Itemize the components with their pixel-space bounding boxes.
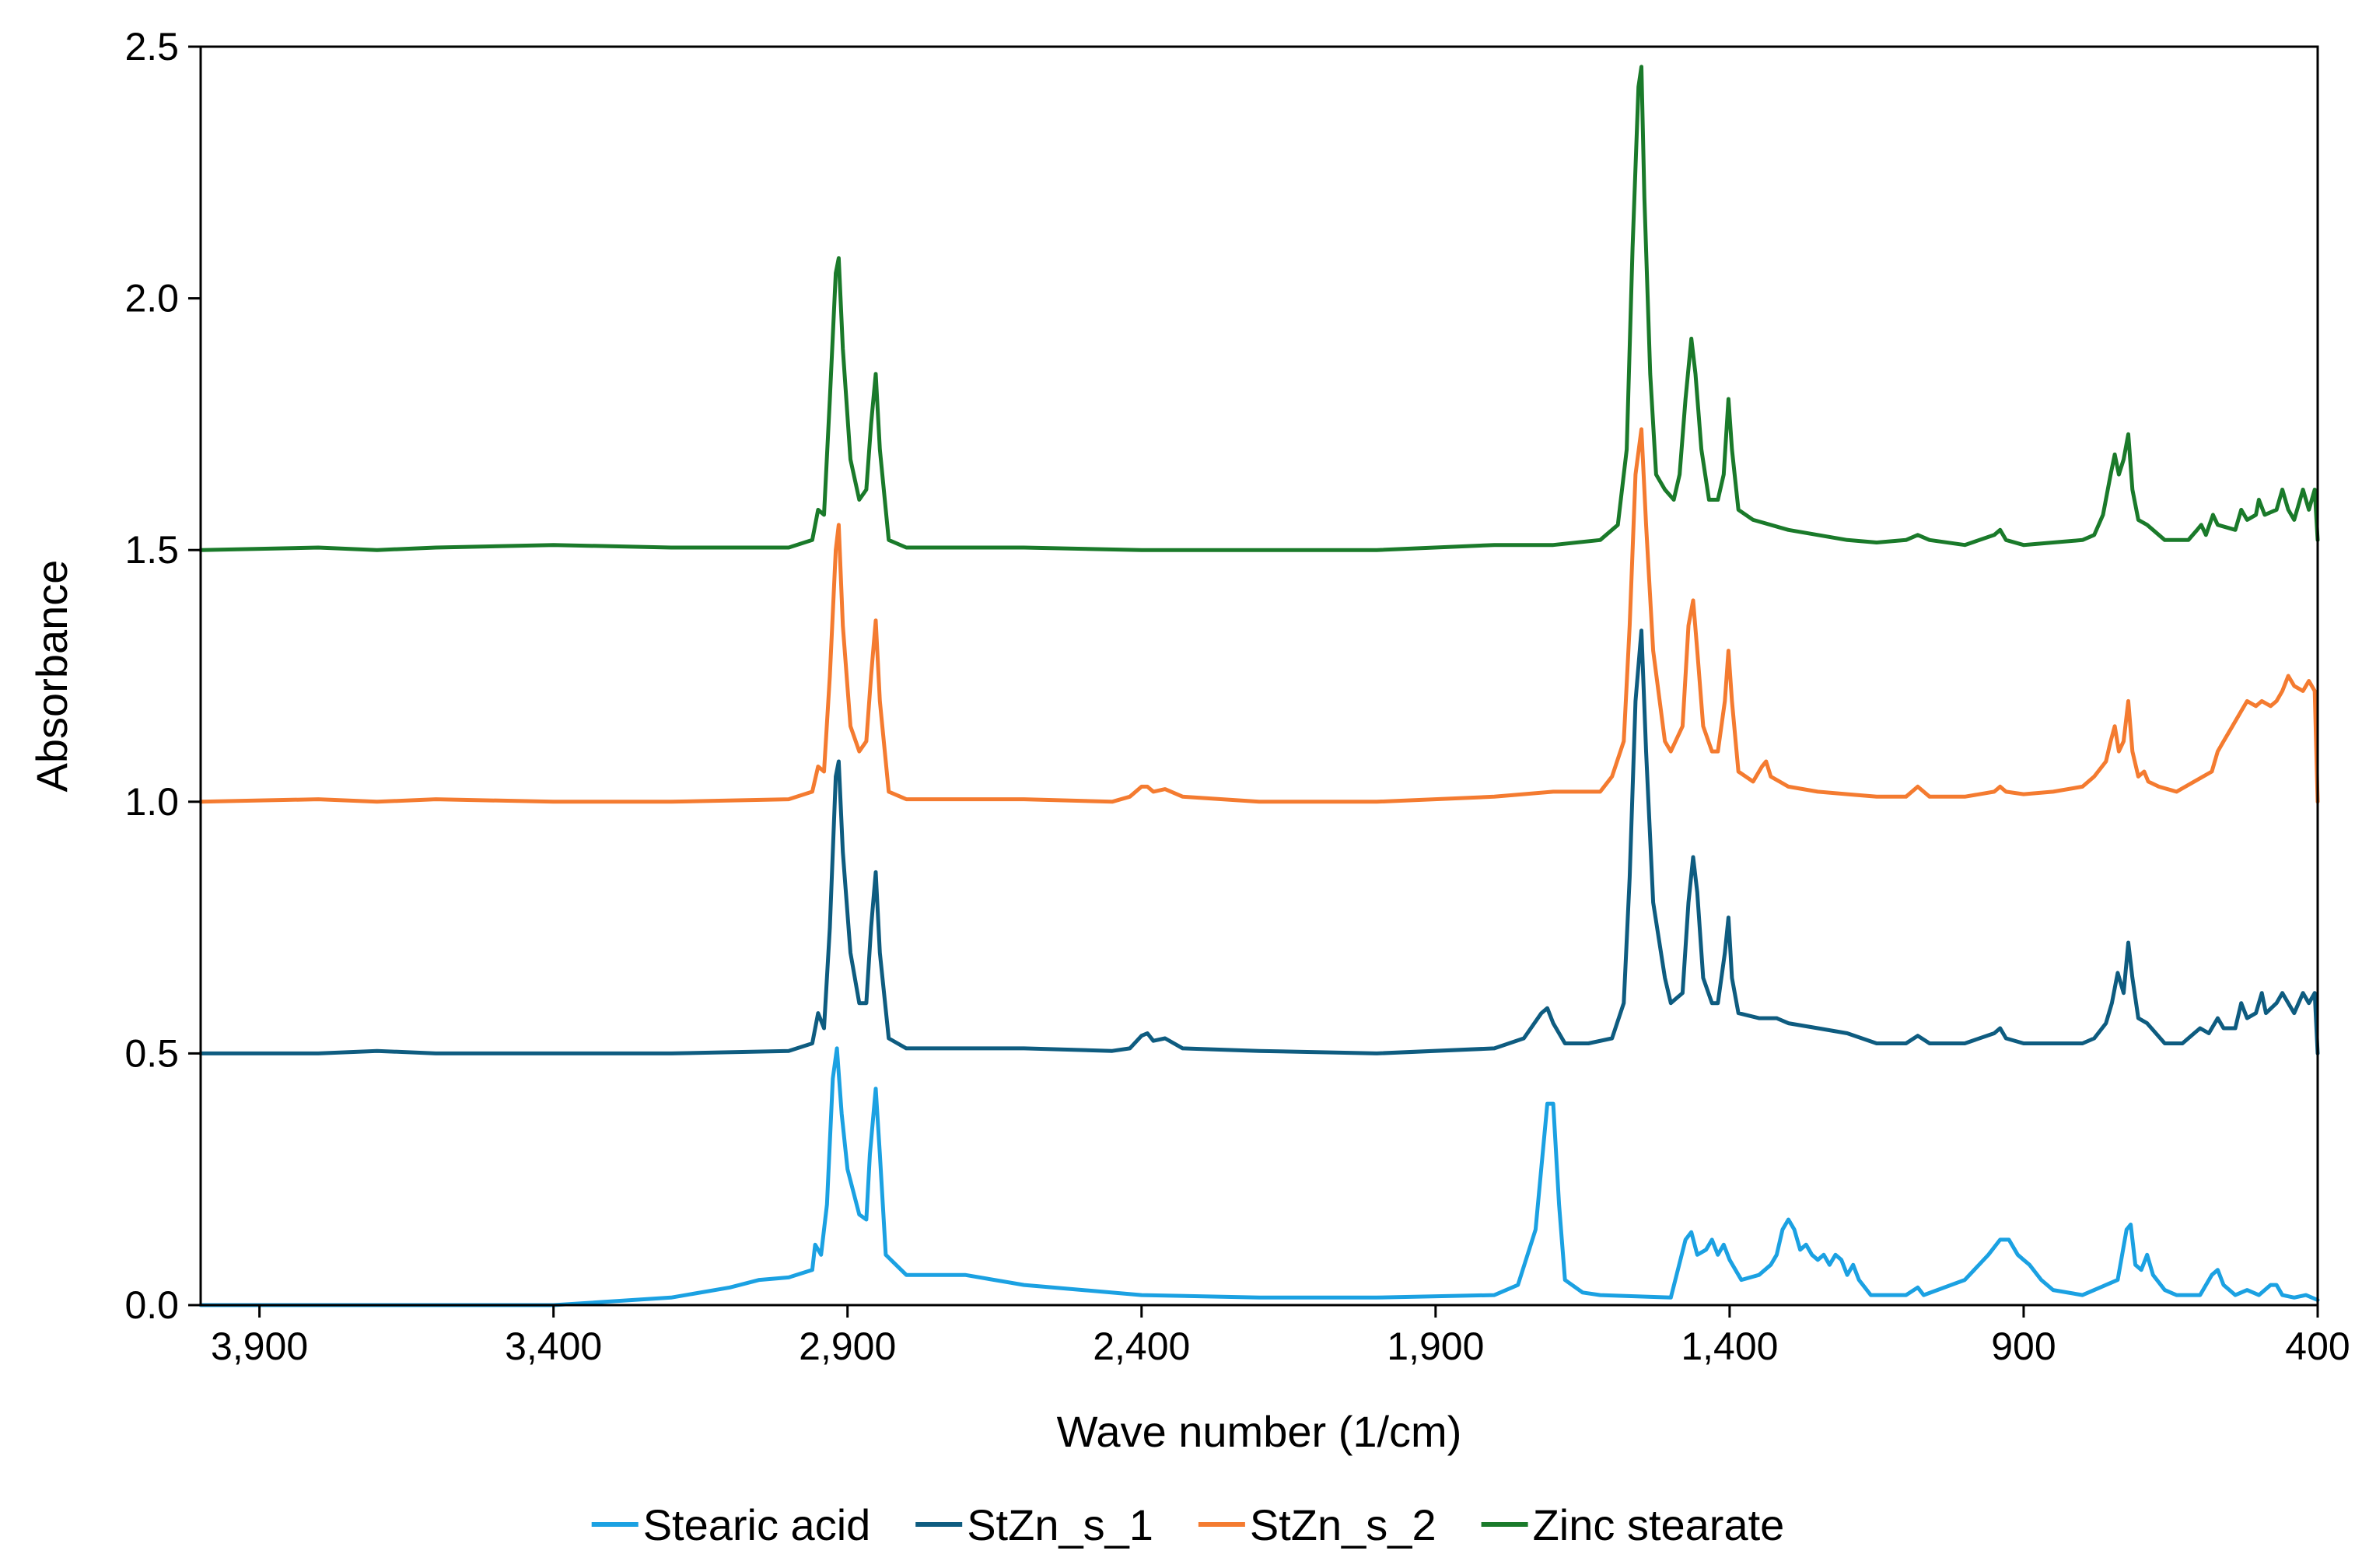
series-line-2	[198, 427, 2320, 804]
x-tick-label: 400	[2285, 1325, 2350, 1368]
y-tick-label: 1.5	[124, 528, 179, 572]
x-axis-title: Wave number (1/cm)	[1057, 1407, 1462, 1456]
y-tick-label: 2.0	[124, 277, 179, 320]
x-tick-label: 3,900	[211, 1325, 308, 1368]
legend-label: Zinc stearate	[1533, 1500, 1785, 1549]
legend-label: StZn_s_1	[967, 1500, 1153, 1549]
series-layer	[198, 65, 2320, 1307]
y-axis-title: Absorbance	[27, 560, 76, 793]
x-axis: 3,900 3,400 2,900 2,400 1,900 1,400 900 400	[211, 1305, 2350, 1368]
x-tick-label: 2,400	[1093, 1325, 1190, 1368]
legend-label: StZn_s_2	[1250, 1500, 1436, 1549]
legend-item-1: StZn_s_1	[915, 1500, 1153, 1549]
legend-item-0: Stearic acid	[591, 1500, 871, 1549]
legend: Stearic acid StZn_s_1 StZn_s_2 Zinc stearat…	[591, 1500, 1785, 1549]
x-tick-label: 2,900	[799, 1325, 896, 1368]
y-tick-label: 0.5	[124, 1031, 179, 1075]
legend-item-3: Zinc stearate	[1481, 1500, 1785, 1549]
y-axis: 0.0 0.5 1.0 1.5 2.0 2.5	[124, 25, 201, 1327]
y-tick-label: 2.5	[124, 25, 179, 68]
x-tick-label: 900	[1991, 1325, 2056, 1368]
x-tick-label: 1,400	[1681, 1325, 1778, 1368]
y-tick-label: 0.0	[124, 1283, 179, 1327]
series-line-3	[198, 65, 2320, 552]
x-tick-label: 1,900	[1387, 1325, 1484, 1368]
y-tick-label: 1.0	[124, 780, 179, 824]
series-line-1	[198, 628, 2320, 1055]
legend-item-2: StZn_s_2	[1198, 1500, 1436, 1549]
x-tick-label: 3,400	[505, 1325, 602, 1368]
legend-label: Stearic acid	[643, 1500, 871, 1549]
series-line-0	[198, 1046, 2320, 1307]
plot-frame	[199, 45, 2319, 1307]
